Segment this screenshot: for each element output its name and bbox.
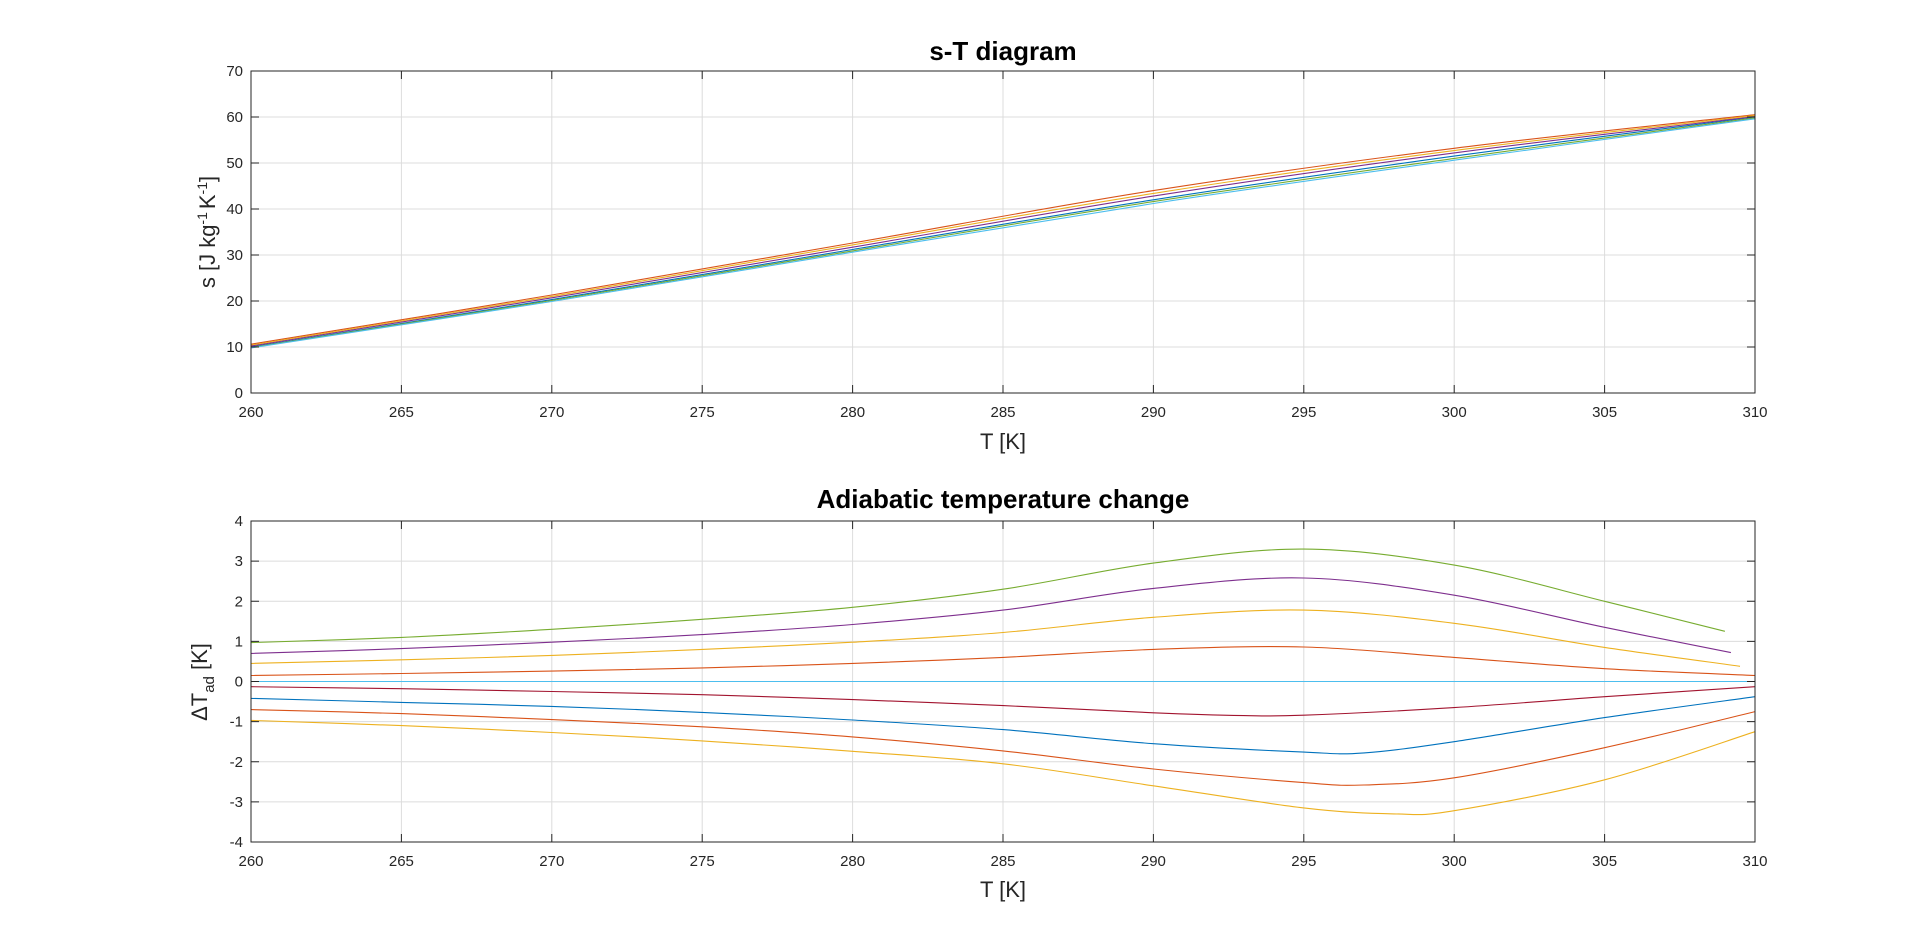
st-x-tick-label: 260 bbox=[238, 404, 263, 421]
st-series-group bbox=[250, 114, 1756, 349]
dt-series-line-8 bbox=[250, 709, 1756, 786]
st-series-line-6 bbox=[250, 118, 1756, 349]
dt-y-tick-label: 4 bbox=[235, 513, 243, 530]
st-diagram-chart: 260 265 270 275 280 285 290 295 300 305 310 0 10 20 30… bbox=[194, 36, 1768, 454]
st-x-tick-label: 280 bbox=[840, 404, 865, 421]
st-x-tick-label: 285 bbox=[990, 404, 1015, 421]
dt-x-tick-label: 270 bbox=[539, 853, 564, 870]
dt-series-line-9 bbox=[250, 719, 1756, 816]
dt-x-tick-label: 295 bbox=[1291, 853, 1316, 870]
st-x-tick-label: 275 bbox=[690, 404, 715, 421]
st-x-tick-label: 300 bbox=[1442, 404, 1467, 421]
st-y-tick-label: 30 bbox=[226, 247, 243, 264]
dt-series-line-4 bbox=[250, 646, 1756, 677]
st-series-line-4 bbox=[250, 115, 1756, 347]
st-y-tick-label: 50 bbox=[226, 155, 243, 172]
dt-y-tick-label: -1 bbox=[230, 714, 243, 731]
adiabatic-temperature-change-chart: 260 265 270 275 280 285 290 295 300 305 310-4-3-2-… bbox=[187, 484, 1768, 902]
st-grid bbox=[251, 71, 1755, 393]
dt-y-tick-label: -2 bbox=[230, 754, 243, 771]
st-series-line-3 bbox=[250, 115, 1756, 346]
dt-series-line-2 bbox=[250, 577, 1732, 654]
dt-series-line-1 bbox=[250, 548, 1726, 644]
st-y-tick-label: 10 bbox=[226, 339, 243, 356]
dt-x-tick-label: 300 bbox=[1442, 853, 1467, 870]
st-ticks: 260 265 270 275 280 285 290 295 300 305 310 0 10 20 30… bbox=[226, 63, 1767, 421]
st-x-tick-label: 290 bbox=[1141, 404, 1166, 421]
dt-y-tick-label: 3 bbox=[235, 553, 243, 570]
st-x-tick-label: 310 bbox=[1742, 404, 1767, 421]
st-x-tick-label: 265 bbox=[389, 404, 414, 421]
st-y-tick-label: 40 bbox=[226, 201, 243, 218]
dt-series-line-3 bbox=[250, 609, 1741, 667]
st-y-tick-label: 0 bbox=[235, 385, 243, 402]
dt-y-tick-label: -3 bbox=[230, 794, 243, 811]
dt-x-tick-label: 260 bbox=[238, 853, 263, 870]
dt-series-line-6 bbox=[250, 686, 1756, 717]
st-series-line-5 bbox=[250, 117, 1756, 349]
dt-y-tick-label: 1 bbox=[235, 633, 243, 650]
st-chart-title: s-T diagram bbox=[929, 36, 1076, 66]
dt-x-tick-label: 290 bbox=[1141, 853, 1166, 870]
st-y-tick-label: 70 bbox=[226, 63, 243, 80]
st-x-axis-label: T [K] bbox=[980, 429, 1026, 454]
dt-x-tick-label: 275 bbox=[690, 853, 715, 870]
st-x-tick-label: 270 bbox=[539, 404, 564, 421]
dt-y-tick-label: 0 bbox=[235, 674, 243, 691]
st-y-tick-label: 60 bbox=[226, 109, 243, 126]
dt-y-tick-label: -4 bbox=[230, 834, 243, 851]
dt-x-tick-label: 310 bbox=[1742, 853, 1767, 870]
st-y-tick-label: 20 bbox=[226, 293, 243, 310]
st-x-tick-label: 295 bbox=[1291, 404, 1316, 421]
dt-ticks: 260 265 270 275 280 285 290 295 300 305 310-4-3-2-… bbox=[230, 513, 1768, 870]
dt-x-tick-label: 285 bbox=[990, 853, 1015, 870]
st-y-axis-label: s [J kg-1K-1] bbox=[194, 176, 220, 288]
dt-series-group bbox=[250, 548, 1756, 816]
dt-y-axis-label: ΔTad [K] bbox=[187, 643, 218, 721]
st-series-line-1 bbox=[250, 116, 1756, 348]
dt-x-tick-label: 305 bbox=[1592, 853, 1617, 870]
st-x-tick-label: 305 bbox=[1592, 404, 1617, 421]
dt-x-axis-label: T [K] bbox=[980, 877, 1026, 902]
st-series-line-2 bbox=[250, 114, 1756, 345]
dt-y-tick-label: 2 bbox=[235, 593, 243, 610]
dt-x-tick-label: 280 bbox=[840, 853, 865, 870]
dt-chart-title: Adiabatic temperature change bbox=[817, 484, 1190, 514]
dt-x-tick-label: 265 bbox=[389, 853, 414, 870]
dt-series-line-7 bbox=[250, 696, 1756, 755]
